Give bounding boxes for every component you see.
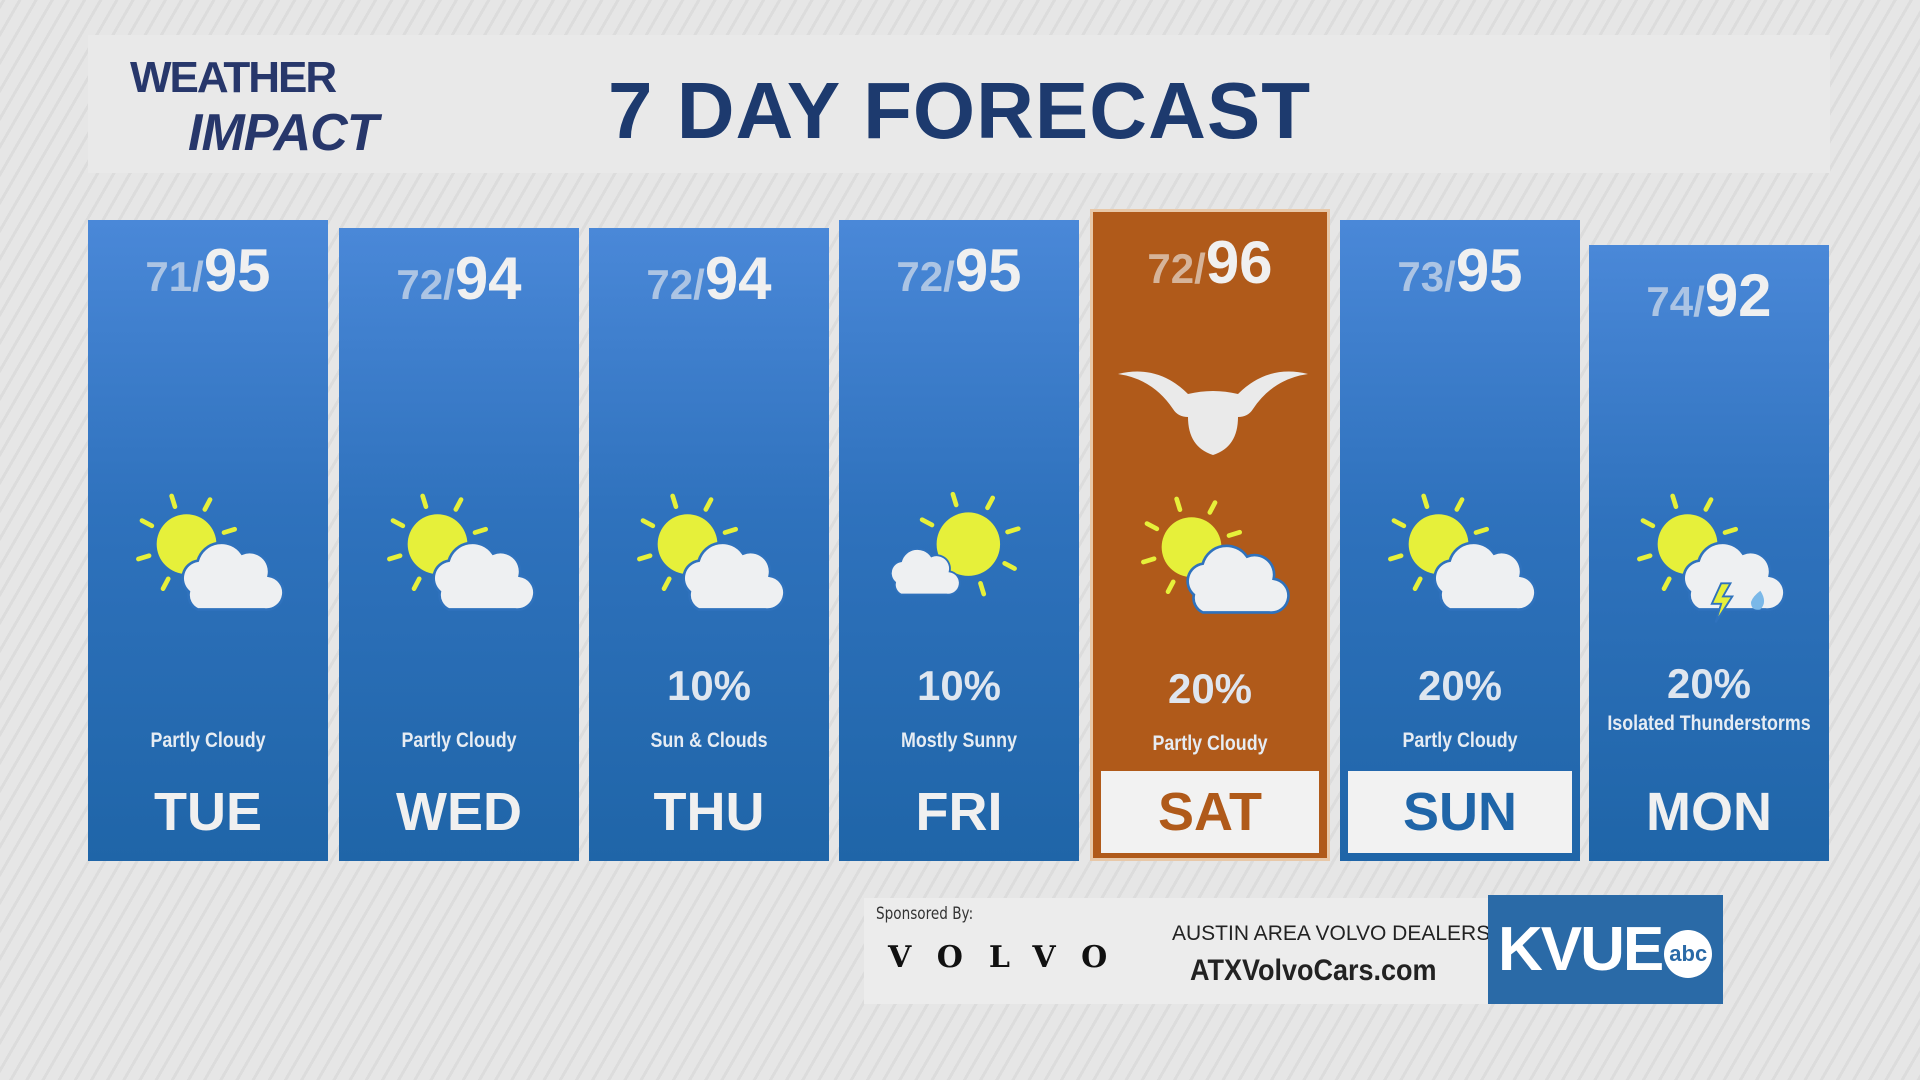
- temperature-range: 71/95: [88, 236, 328, 305]
- forecast-card-thu: 72/94 10% Sun & Clouds THU: [589, 228, 829, 861]
- day-label: WED: [396, 782, 522, 842]
- precip-chance: 10%: [916, 662, 1002, 709]
- day-label: MON: [1646, 782, 1772, 842]
- temperature-range: 74/92: [1589, 261, 1829, 330]
- forecast-card-wed: 72/94 Partly Cloudy WED: [339, 228, 579, 861]
- forecast-card-sat: 72/96 20% Partly Cloudy SAT: [1090, 209, 1330, 861]
- low-temp: 71/: [145, 253, 204, 300]
- temperature-range: 73/95: [1340, 236, 1580, 305]
- weather-impact-logo: WEATHER IMPACT: [130, 53, 378, 162]
- sponsor-banner: Sponsored By: VOLVO AUSTIN AREA VOLVO DE…: [864, 898, 1491, 1004]
- temperature-range: 72/96: [1093, 228, 1327, 297]
- high-temp: 96: [1205, 229, 1273, 296]
- temperature-range: 72/95: [839, 236, 1079, 305]
- kvue-logo: KVUE abc: [1488, 895, 1723, 1004]
- low-temp: 72/: [396, 261, 455, 308]
- condition-text: Partly Cloudy: [1402, 729, 1518, 752]
- volvo-logo: VOLVO: [888, 940, 1134, 975]
- low-temp: 72/: [896, 253, 955, 300]
- condition-text: Mostly Sunny: [900, 729, 1018, 752]
- precip-chance: 20%: [1666, 660, 1752, 707]
- low-temp: 72/: [1147, 245, 1206, 292]
- temperature-range: 72/94: [339, 244, 579, 313]
- header-banner: WEATHER IMPACT 7 DAY FORECAST: [88, 35, 1830, 173]
- forecast-card-fri: 72/95 10% Mostly Sunny FRI: [839, 220, 1079, 861]
- high-temp: 95: [1455, 237, 1523, 304]
- partly-cloudy-icon: [1388, 493, 1537, 611]
- partly-cloudy-icon: [136, 493, 285, 611]
- condition-text: Partly Cloudy: [150, 729, 266, 752]
- high-temp: 92: [1704, 262, 1772, 329]
- day-label: FRI: [915, 782, 1003, 842]
- precip-chance: 20%: [1167, 665, 1253, 712]
- abc-logo: abc: [1664, 929, 1713, 978]
- page-title: 7 DAY FORECAST: [608, 66, 1312, 155]
- forecast-card-tue: 71/95 Partly Cloudy TUE: [88, 220, 328, 861]
- condition-text: Sun & Clouds: [650, 729, 768, 752]
- mostly-sunny-icon: [889, 491, 1021, 597]
- high-temp: 94: [704, 245, 772, 312]
- high-temp: 94: [454, 245, 522, 312]
- low-temp: 72/: [646, 261, 705, 308]
- low-temp: 74/: [1646, 278, 1705, 325]
- high-temp: 95: [954, 237, 1022, 304]
- isolated-thunderstorms-icon: [1637, 493, 1786, 624]
- forecast-card-sun: 73/95 20% Partly Cloudy SUN: [1340, 220, 1580, 861]
- low-temp: 73/: [1397, 253, 1456, 300]
- precip-chance: 10%: [666, 662, 752, 709]
- precip-chance: 20%: [1417, 662, 1503, 709]
- high-temp: 95: [203, 237, 271, 304]
- partly-cloudy-icon: [387, 493, 536, 611]
- dealers-text: AUSTIN AREA VOLVO DEALERS: [1172, 922, 1491, 945]
- day-label: TUE: [154, 782, 262, 842]
- temperature-range: 72/94: [589, 244, 829, 313]
- condition-text: Partly Cloudy: [1152, 732, 1268, 755]
- sponsor-url: ATXVolvoCars.com: [1190, 954, 1437, 987]
- day-label: SUN: [1348, 771, 1572, 853]
- day-label: THU: [653, 782, 765, 842]
- forecast-card-mon: 74/92 20% Isolated Thunderstorms MON: [1589, 245, 1829, 861]
- condition-text: Partly Cloudy: [401, 729, 517, 752]
- day-label: SAT: [1101, 771, 1319, 853]
- condition-text: Isolated Thunderstorms: [1607, 712, 1811, 735]
- partly-cloudy-icon: [1141, 496, 1290, 614]
- partly-cloudy-icon: [637, 493, 786, 611]
- sponsored-by-label: Sponsored By:: [876, 904, 974, 924]
- longhorn-logo-icon: [1118, 371, 1308, 455]
